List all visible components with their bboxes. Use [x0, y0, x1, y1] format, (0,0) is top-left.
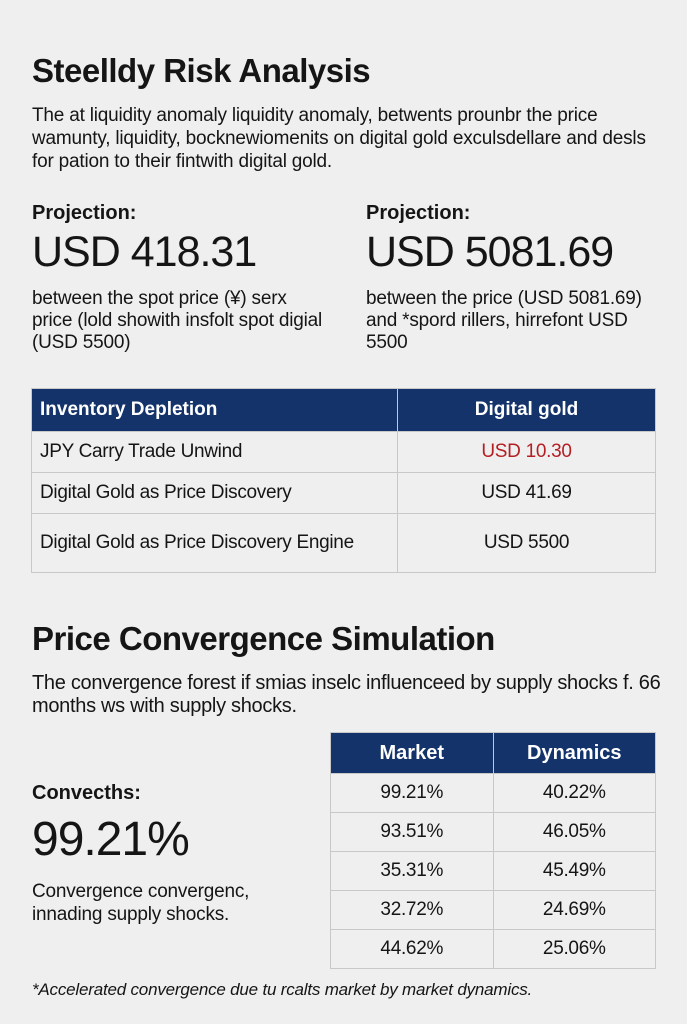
table-row: 32.72% 24.69%: [330, 890, 656, 930]
page-title: Steelldy Risk Analysis: [32, 52, 371, 89]
simulation-description: The convergence forest if smias inselc i…: [32, 672, 661, 717]
table-row: JPY Carry Trade Unwind USD 10.30: [31, 431, 656, 473]
column-header-digital-gold: Digital gold: [397, 388, 656, 432]
convergence-value: 99.21%: [32, 813, 190, 866]
table-cell-market: 93.51%: [330, 812, 494, 852]
table-cell-label: Digital Gold as Price Discovery Engine: [31, 513, 398, 573]
table-cell-market: 35.31%: [330, 851, 494, 891]
table-cell-label: JPY Carry Trade Unwind: [31, 431, 398, 473]
convergence-label: Convecths:: [32, 782, 141, 804]
table-header-row: Inventory Depletion Digital gold: [31, 388, 656, 432]
table-cell-dynamics: 24.69%: [492, 890, 656, 930]
convergence-description: Convergence convergenc, innading supply …: [32, 881, 250, 925]
projection-value-left: USD 418.31: [32, 228, 257, 276]
table-row: 35.31% 45.49%: [330, 851, 656, 891]
section-title-simulation: Price Convergence Simulation: [32, 620, 495, 657]
table-row: 93.51% 46.05%: [330, 812, 656, 852]
table-row: 99.21% 40.22%: [330, 773, 656, 813]
projection-label-right: Projection:: [366, 202, 471, 224]
table-cell-value: USD 5500: [397, 513, 656, 573]
table-cell-dynamics: 25.06%: [492, 929, 656, 969]
table-row: Digital Gold as Price Discovery Engine U…: [31, 513, 656, 573]
market-dynamics-table: Market Dynamics 99.21% 40.22% 93.51% 46.…: [330, 732, 656, 969]
projection-label-left: Projection:: [32, 202, 137, 224]
table-cell-market: 32.72%: [330, 890, 494, 930]
table-cell-dynamics: 45.49%: [492, 851, 656, 891]
table-cell-dynamics: 46.05%: [492, 812, 656, 852]
table-cell-dynamics: 40.22%: [492, 773, 656, 813]
projection-desc-right: between the price (USD 5081.69) and *spo…: [366, 288, 642, 353]
table-cell-market: 99.21%: [330, 773, 494, 813]
inventory-table: Inventory Depletion Digital gold JPY Car…: [31, 388, 656, 573]
table-cell-value-highlight: USD 10.30: [397, 431, 656, 473]
column-header-market: Market: [330, 732, 494, 774]
table-cell-market: 44.62%: [330, 929, 494, 969]
projection-value-right: USD 5081.69: [366, 228, 614, 276]
table-cell-value: USD 41.69: [397, 472, 656, 514]
column-header-inventory: Inventory Depletion: [31, 388, 398, 432]
table-cell-label: Digital Gold as Price Discovery: [31, 472, 398, 514]
table-header-row: Market Dynamics: [330, 732, 656, 774]
footnote: *Accelerated convergence due tu rcalts m…: [32, 980, 533, 999]
table-row: Digital Gold as Price Discovery USD 41.6…: [31, 472, 656, 514]
intro-paragraph: The at liquidity anomaly liquidity anoma…: [32, 105, 646, 172]
column-header-dynamics: Dynamics: [492, 732, 656, 774]
projection-desc-left: between the spot price (¥) serx price (l…: [32, 288, 323, 353]
table-row: 44.62% 25.06%: [330, 929, 656, 969]
